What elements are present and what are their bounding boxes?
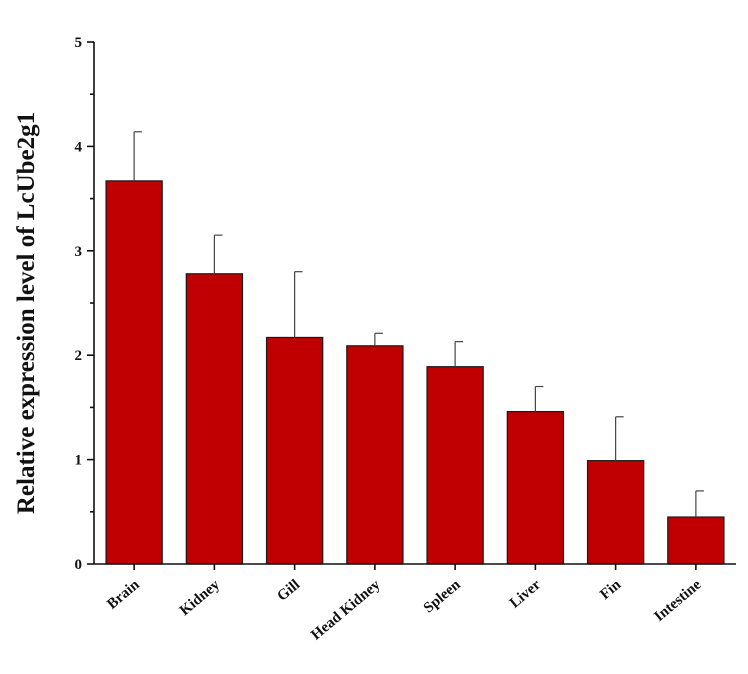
x-tick-label: Head Kidney bbox=[308, 576, 383, 643]
x-tick-label: Fin bbox=[597, 576, 624, 603]
y-tick-label: 1 bbox=[75, 453, 83, 469]
x-tick-label: Brain bbox=[104, 576, 143, 612]
x-tick-label: Gill bbox=[274, 577, 303, 605]
bar bbox=[265, 336, 324, 565]
y-tick-label: 5 bbox=[75, 35, 83, 51]
x-tick-label: Liver bbox=[507, 577, 544, 612]
bar bbox=[105, 180, 163, 565]
bars bbox=[105, 180, 725, 565]
x-axis-labels: Brain Kidney Gill Head Kidney Spleen Liver Fin… bbox=[104, 564, 705, 643]
y-axis-title: Relative expression level of LcUbe2g1 bbox=[13, 112, 40, 514]
error-bars bbox=[133, 131, 704, 518]
x-tick-label: Kidney bbox=[177, 576, 223, 619]
y-tick-label: 3 bbox=[75, 244, 83, 260]
bar bbox=[426, 366, 484, 565]
y-tick-label: 0 bbox=[75, 557, 83, 573]
bar bbox=[185, 273, 244, 565]
y-tick-label: 2 bbox=[75, 348, 83, 364]
bar bbox=[586, 460, 645, 565]
x-tick-label: Spleen bbox=[421, 576, 464, 616]
bar bbox=[346, 345, 404, 565]
bar bbox=[667, 516, 725, 565]
y-tick-label: 4 bbox=[75, 139, 83, 155]
bar bbox=[506, 410, 565, 565]
y-axis-ticks: 0 1 2 3 4 5 bbox=[75, 35, 94, 573]
x-tick-label: Intestine bbox=[651, 577, 704, 625]
